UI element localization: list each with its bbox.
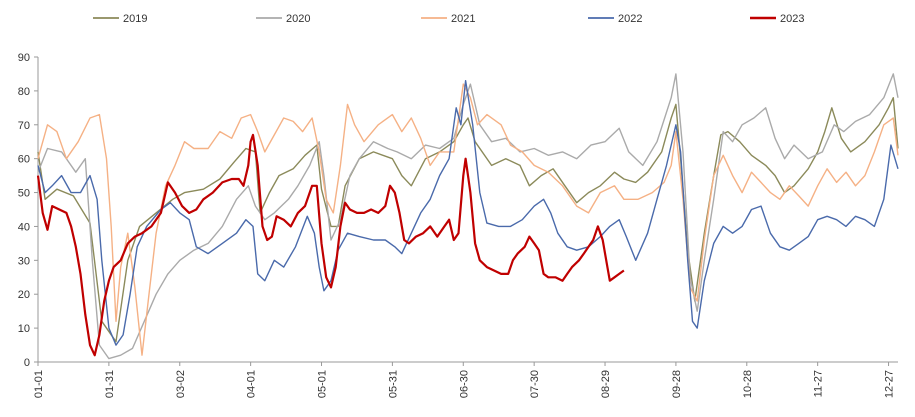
y-tick-label: 70 [18, 120, 30, 132]
y-tick-label: 10 [18, 323, 30, 335]
axes: 0 10 20 30 40 50 60 70 80 90 01-01 01-31 03-02 04-01 0… [18, 52, 898, 398]
x-tick-label: 05-31 [387, 370, 399, 398]
x-tick-label: 09-28 [671, 370, 683, 398]
y-tick-label: 0 [24, 357, 30, 369]
x-tick-label: 12-27 [884, 370, 896, 398]
x-tick-label: 07-30 [529, 370, 541, 398]
x-tick-label: 11-27 [813, 370, 825, 397]
x-tick-label: 04-01 [246, 370, 258, 398]
x-tick-label: 06-30 [458, 370, 470, 398]
series-line-2020 [37, 73, 899, 360]
y-tick-label: 50 [18, 188, 30, 200]
x-tick-label: 01-31 [104, 370, 116, 398]
x-tick-label: 10-28 [742, 370, 754, 398]
series-line-2023 [36, 133, 625, 357]
series-line-2022 [37, 80, 899, 346]
x-tick-label: 08-29 [600, 370, 612, 398]
y-tick-label: 40 [18, 221, 30, 233]
legend-label-2020: 2020 [286, 13, 310, 25]
y-tick-label: 80 [18, 86, 30, 98]
y-tick-label: 60 [18, 154, 30, 166]
y-tick-label: 90 [18, 52, 30, 64]
legend-label-2019: 2019 [123, 13, 147, 25]
series-line-2019 [37, 97, 899, 343]
legend: 2019 2020 2021 2022 2023 [93, 13, 804, 25]
x-tick-label: 05-01 [317, 370, 329, 398]
legend-label-2023: 2023 [780, 13, 804, 25]
y-tick-label: 20 [18, 289, 30, 301]
y-tick-label: 30 [18, 255, 30, 267]
x-tick-label: 03-02 [175, 370, 187, 398]
x-tick-label: 01-01 [33, 370, 45, 398]
legend-label-2022: 2022 [618, 13, 642, 25]
plot-area [36, 73, 899, 360]
legend-label-2021: 2021 [451, 13, 475, 25]
series-line-2021 [37, 83, 899, 356]
